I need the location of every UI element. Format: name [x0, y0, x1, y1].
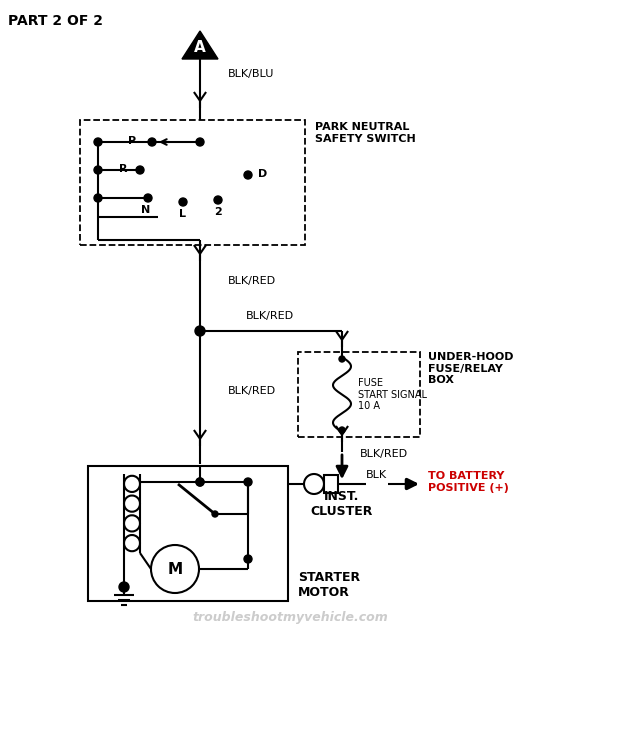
- Text: BLK: BLK: [365, 470, 387, 480]
- Circle shape: [136, 166, 144, 174]
- Circle shape: [214, 196, 222, 204]
- Text: INST.
CLUSTER: INST. CLUSTER: [311, 490, 373, 518]
- Circle shape: [244, 171, 252, 179]
- Text: PARK NEUTRAL
SAFETY SWITCH: PARK NEUTRAL SAFETY SWITCH: [315, 122, 416, 143]
- Text: N: N: [142, 205, 151, 215]
- Text: troubleshootmyvehicle.com: troubleshootmyvehicle.com: [193, 611, 388, 625]
- Circle shape: [196, 138, 204, 146]
- Text: L: L: [179, 209, 187, 219]
- Text: BLK/BLU: BLK/BLU: [228, 69, 274, 79]
- Circle shape: [94, 138, 102, 146]
- Text: TO BATTERY
POSITIVE (+): TO BATTERY POSITIVE (+): [428, 471, 509, 493]
- Circle shape: [94, 166, 102, 174]
- Circle shape: [339, 356, 345, 362]
- Circle shape: [196, 478, 204, 486]
- Circle shape: [148, 138, 156, 146]
- Text: 2: 2: [214, 207, 222, 217]
- Circle shape: [196, 478, 204, 486]
- Circle shape: [144, 194, 152, 202]
- Circle shape: [179, 198, 187, 206]
- Text: P: P: [128, 136, 136, 146]
- Circle shape: [244, 478, 252, 486]
- Circle shape: [339, 427, 345, 433]
- Circle shape: [94, 194, 102, 202]
- Text: UNDER-HOOD
FUSE/RELAY
BOX: UNDER-HOOD FUSE/RELAY BOX: [428, 352, 514, 386]
- Text: BLK/RED: BLK/RED: [360, 449, 408, 459]
- Text: M: M: [167, 562, 182, 577]
- Bar: [324, 475, 338, 493]
- Circle shape: [195, 326, 205, 336]
- Text: D: D: [258, 169, 267, 179]
- Text: STARTER
MOTOR: STARTER MOTOR: [298, 571, 360, 599]
- Text: BLK/RED: BLK/RED: [246, 311, 294, 321]
- Text: R: R: [119, 164, 128, 174]
- Text: PART 2 OF 2: PART 2 OF 2: [8, 14, 103, 28]
- Text: FUSE
START SIGNAL
10 A: FUSE START SIGNAL 10 A: [358, 378, 427, 411]
- Text: BLK/RED: BLK/RED: [228, 386, 276, 396]
- Text: BLK/RED: BLK/RED: [228, 276, 276, 286]
- Circle shape: [244, 555, 252, 563]
- Text: A: A: [194, 40, 206, 55]
- Circle shape: [119, 582, 129, 592]
- Circle shape: [212, 511, 218, 517]
- Polygon shape: [182, 31, 218, 59]
